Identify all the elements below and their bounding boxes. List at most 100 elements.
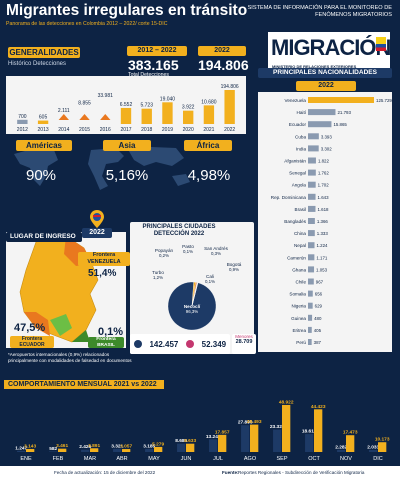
brasil-pct: 0,1% [98, 326, 124, 338]
monthly-value-label: 3.057 [120, 444, 132, 450]
lugar-pin-icon [90, 210, 104, 228]
historico-bar [203, 105, 215, 124]
nacionalidades-title: PRINCIPALES NACIONALIDADES [258, 68, 392, 78]
nationality-label: Camerún [287, 255, 306, 260]
nationality-label: Afganistán [284, 159, 306, 164]
nationality-label: Ghana [292, 267, 306, 272]
nationality-label: India [296, 146, 306, 151]
monthly-bar [369, 450, 378, 452]
monthly-category-label: JUL [213, 456, 223, 462]
monthly-bar [81, 449, 90, 452]
monthly-value-label: 2.426 [79, 444, 91, 450]
nationality-bar [308, 266, 315, 273]
pie-slice-label: Turbo [152, 270, 164, 275]
historico-bar [183, 110, 194, 124]
nationality-bar [308, 278, 314, 285]
pie-slice-pct: 0,3% [211, 251, 221, 256]
person-icon [79, 114, 90, 120]
monthly-value-label: 8.633 [184, 438, 196, 444]
monthly-value-label: 3.891 [88, 443, 100, 449]
monthly-value-label: 18.614 [302, 429, 317, 435]
historico-bar [141, 108, 152, 124]
historico-year-label: 2021 [203, 127, 214, 133]
men-icon [133, 340, 142, 348]
nationality-bar [308, 302, 313, 309]
women-count: 52.349 [201, 339, 227, 349]
nationality-label: Nigeria [291, 304, 306, 309]
monthly-value-label: 48.922 [279, 399, 294, 405]
nationality-label: Cuba [295, 134, 306, 139]
nationality-label: Haití [297, 110, 307, 115]
pie-slice [191, 282, 199, 307]
nationality-value: 1.053 [316, 267, 328, 272]
nationality-bar [308, 290, 313, 297]
nationality-bar [308, 133, 319, 140]
nationality-value: 1.224 [317, 243, 329, 248]
nationality-bar [308, 157, 316, 164]
nationality-label: Venezuela [285, 98, 307, 103]
historico-year-label: 2017 [120, 127, 131, 133]
monthly-bar [337, 449, 346, 452]
nationality-bar [308, 242, 315, 249]
region-africa: África [184, 140, 232, 151]
historico-value-label: 2.111 [58, 108, 70, 114]
nacionalidades-chart: Venezuela 125.729 Haití 21.793 Ecuador 15.865… [271, 97, 392, 345]
generalidades-title: GENERALIDADES [8, 47, 80, 58]
venezuela-label: Frontera VENEZUELA [87, 252, 121, 265]
pie-slice [167, 281, 217, 331]
historico-year-label: 2022 [224, 127, 235, 133]
monthly-category-label: JUN [181, 456, 192, 462]
historico-year-label: 2020 [183, 127, 194, 133]
historico-value-label: 700 [18, 114, 27, 120]
footer: Fecha de actualización: 15 de diciembre … [0, 466, 400, 480]
monthly-chart: 1.247 582 2.426 3.321 3.185 8.685 13.246 27.890… [15, 385, 390, 462]
legend-label: 2021 [347, 390, 358, 392]
nationality-label: Brasil [295, 207, 307, 212]
nationality-label: Chile [296, 280, 307, 285]
nationality-bar [308, 254, 315, 261]
system-title: SISTEMA DE INFORMACIÓN PARA EL MONITOREO… [247, 5, 392, 18]
logo-subtitle: MINISTERIO DE RELACIONES EXTERIORES [272, 64, 357, 69]
nationality-bar [308, 218, 315, 224]
historico-value-label: 10.680 [201, 99, 217, 105]
historico-year-label: 2019 [162, 127, 173, 133]
person-icon [58, 114, 69, 120]
nationality-value: 1.366 [317, 219, 329, 224]
historico-chart-panel: 700 2012 605 2013 2.111 2014 8.855 2015 33.981 20… [6, 76, 246, 134]
nacionalidades-year: 2022 [296, 81, 356, 91]
pie-slice-pct: 0,2% [159, 253, 169, 258]
historico-value-label: 8.855 [78, 100, 91, 106]
venezuela-frontier-label: Frontera VENEZUELA [78, 252, 130, 266]
ciudades-pie-chart: Necoclí96,3%Turbo1,2%Popayán0,2%Pasto0,1… [152, 244, 242, 331]
monthly-category-label: OCT [308, 456, 320, 462]
women-icon [186, 340, 195, 348]
historico-value-label: 605 [39, 115, 48, 121]
nationality-label: Guinea [291, 316, 306, 321]
pie-slice-label: Necoclí [184, 304, 201, 309]
venezuela-pct: 51,4% [88, 268, 117, 279]
monthly-category-label: ABR [116, 456, 127, 462]
nationality-bar [308, 314, 313, 321]
period-label: 2012 – 2022 [127, 46, 187, 56]
monthly-value-label: 10.173 [375, 437, 390, 443]
nationality-label: Angola [292, 183, 307, 188]
monthly-bar [305, 434, 314, 452]
nationality-value: 3.393 [321, 134, 333, 139]
brasil-label: Frontera BRASIL [96, 337, 116, 348]
nationality-value: 21.793 [337, 110, 351, 115]
nationality-value: 3.302 [321, 146, 333, 151]
logo-word: MIGRACIÓN [271, 35, 391, 60]
monthly-value-label: 13.246 [206, 434, 221, 440]
monthly-value-label: 17.857 [215, 429, 230, 435]
footer-source: Reportes Regionales - Subdirección de Ve… [238, 470, 365, 475]
gender-box: 142.457 52.349 [130, 334, 230, 354]
monthly-value-label: 23.324 [270, 424, 285, 430]
lugar-title: LUGAR DE INGRESO [6, 232, 82, 242]
monthly-value-label: 2.033 [367, 445, 379, 451]
monthly-bar [282, 404, 291, 452]
nationality-bar [308, 97, 374, 103]
nationality-bar [308, 181, 316, 188]
historico-year-label: 2015 [79, 127, 90, 133]
monthly-value-label: 28.493 [247, 419, 262, 425]
nationality-label: Bangladés [284, 219, 306, 224]
